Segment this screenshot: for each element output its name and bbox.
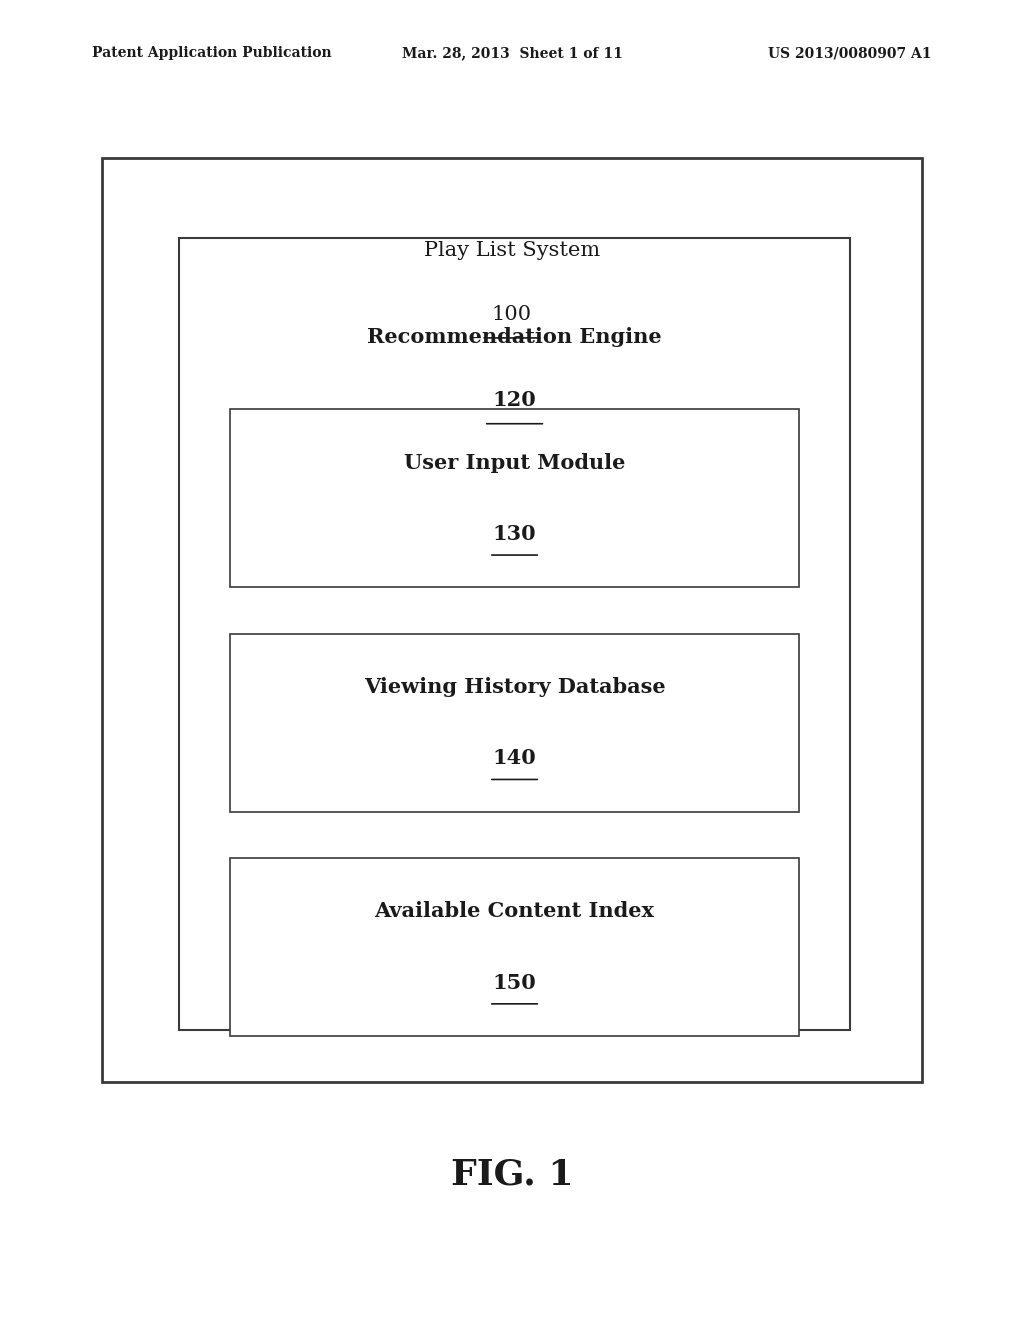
Text: 130: 130 <box>493 524 537 544</box>
Text: Play List System: Play List System <box>424 242 600 260</box>
FancyBboxPatch shape <box>230 634 799 812</box>
Text: 100: 100 <box>492 305 532 323</box>
FancyBboxPatch shape <box>230 858 799 1036</box>
FancyBboxPatch shape <box>179 238 850 1030</box>
Text: Mar. 28, 2013  Sheet 1 of 11: Mar. 28, 2013 Sheet 1 of 11 <box>401 46 623 61</box>
FancyBboxPatch shape <box>230 409 799 587</box>
Text: Patent Application Publication: Patent Application Publication <box>92 46 332 61</box>
Text: 140: 140 <box>493 748 537 768</box>
Text: Available Content Index: Available Content Index <box>375 902 654 921</box>
Text: 120: 120 <box>493 389 537 411</box>
Text: FIG. 1: FIG. 1 <box>451 1158 573 1192</box>
FancyBboxPatch shape <box>102 158 922 1082</box>
Text: US 2013/0080907 A1: US 2013/0080907 A1 <box>768 46 932 61</box>
Text: Recommendation Engine: Recommendation Engine <box>368 326 662 347</box>
Text: Viewing History Database: Viewing History Database <box>364 677 666 697</box>
Text: User Input Module: User Input Module <box>403 453 626 473</box>
Text: 150: 150 <box>493 973 537 993</box>
